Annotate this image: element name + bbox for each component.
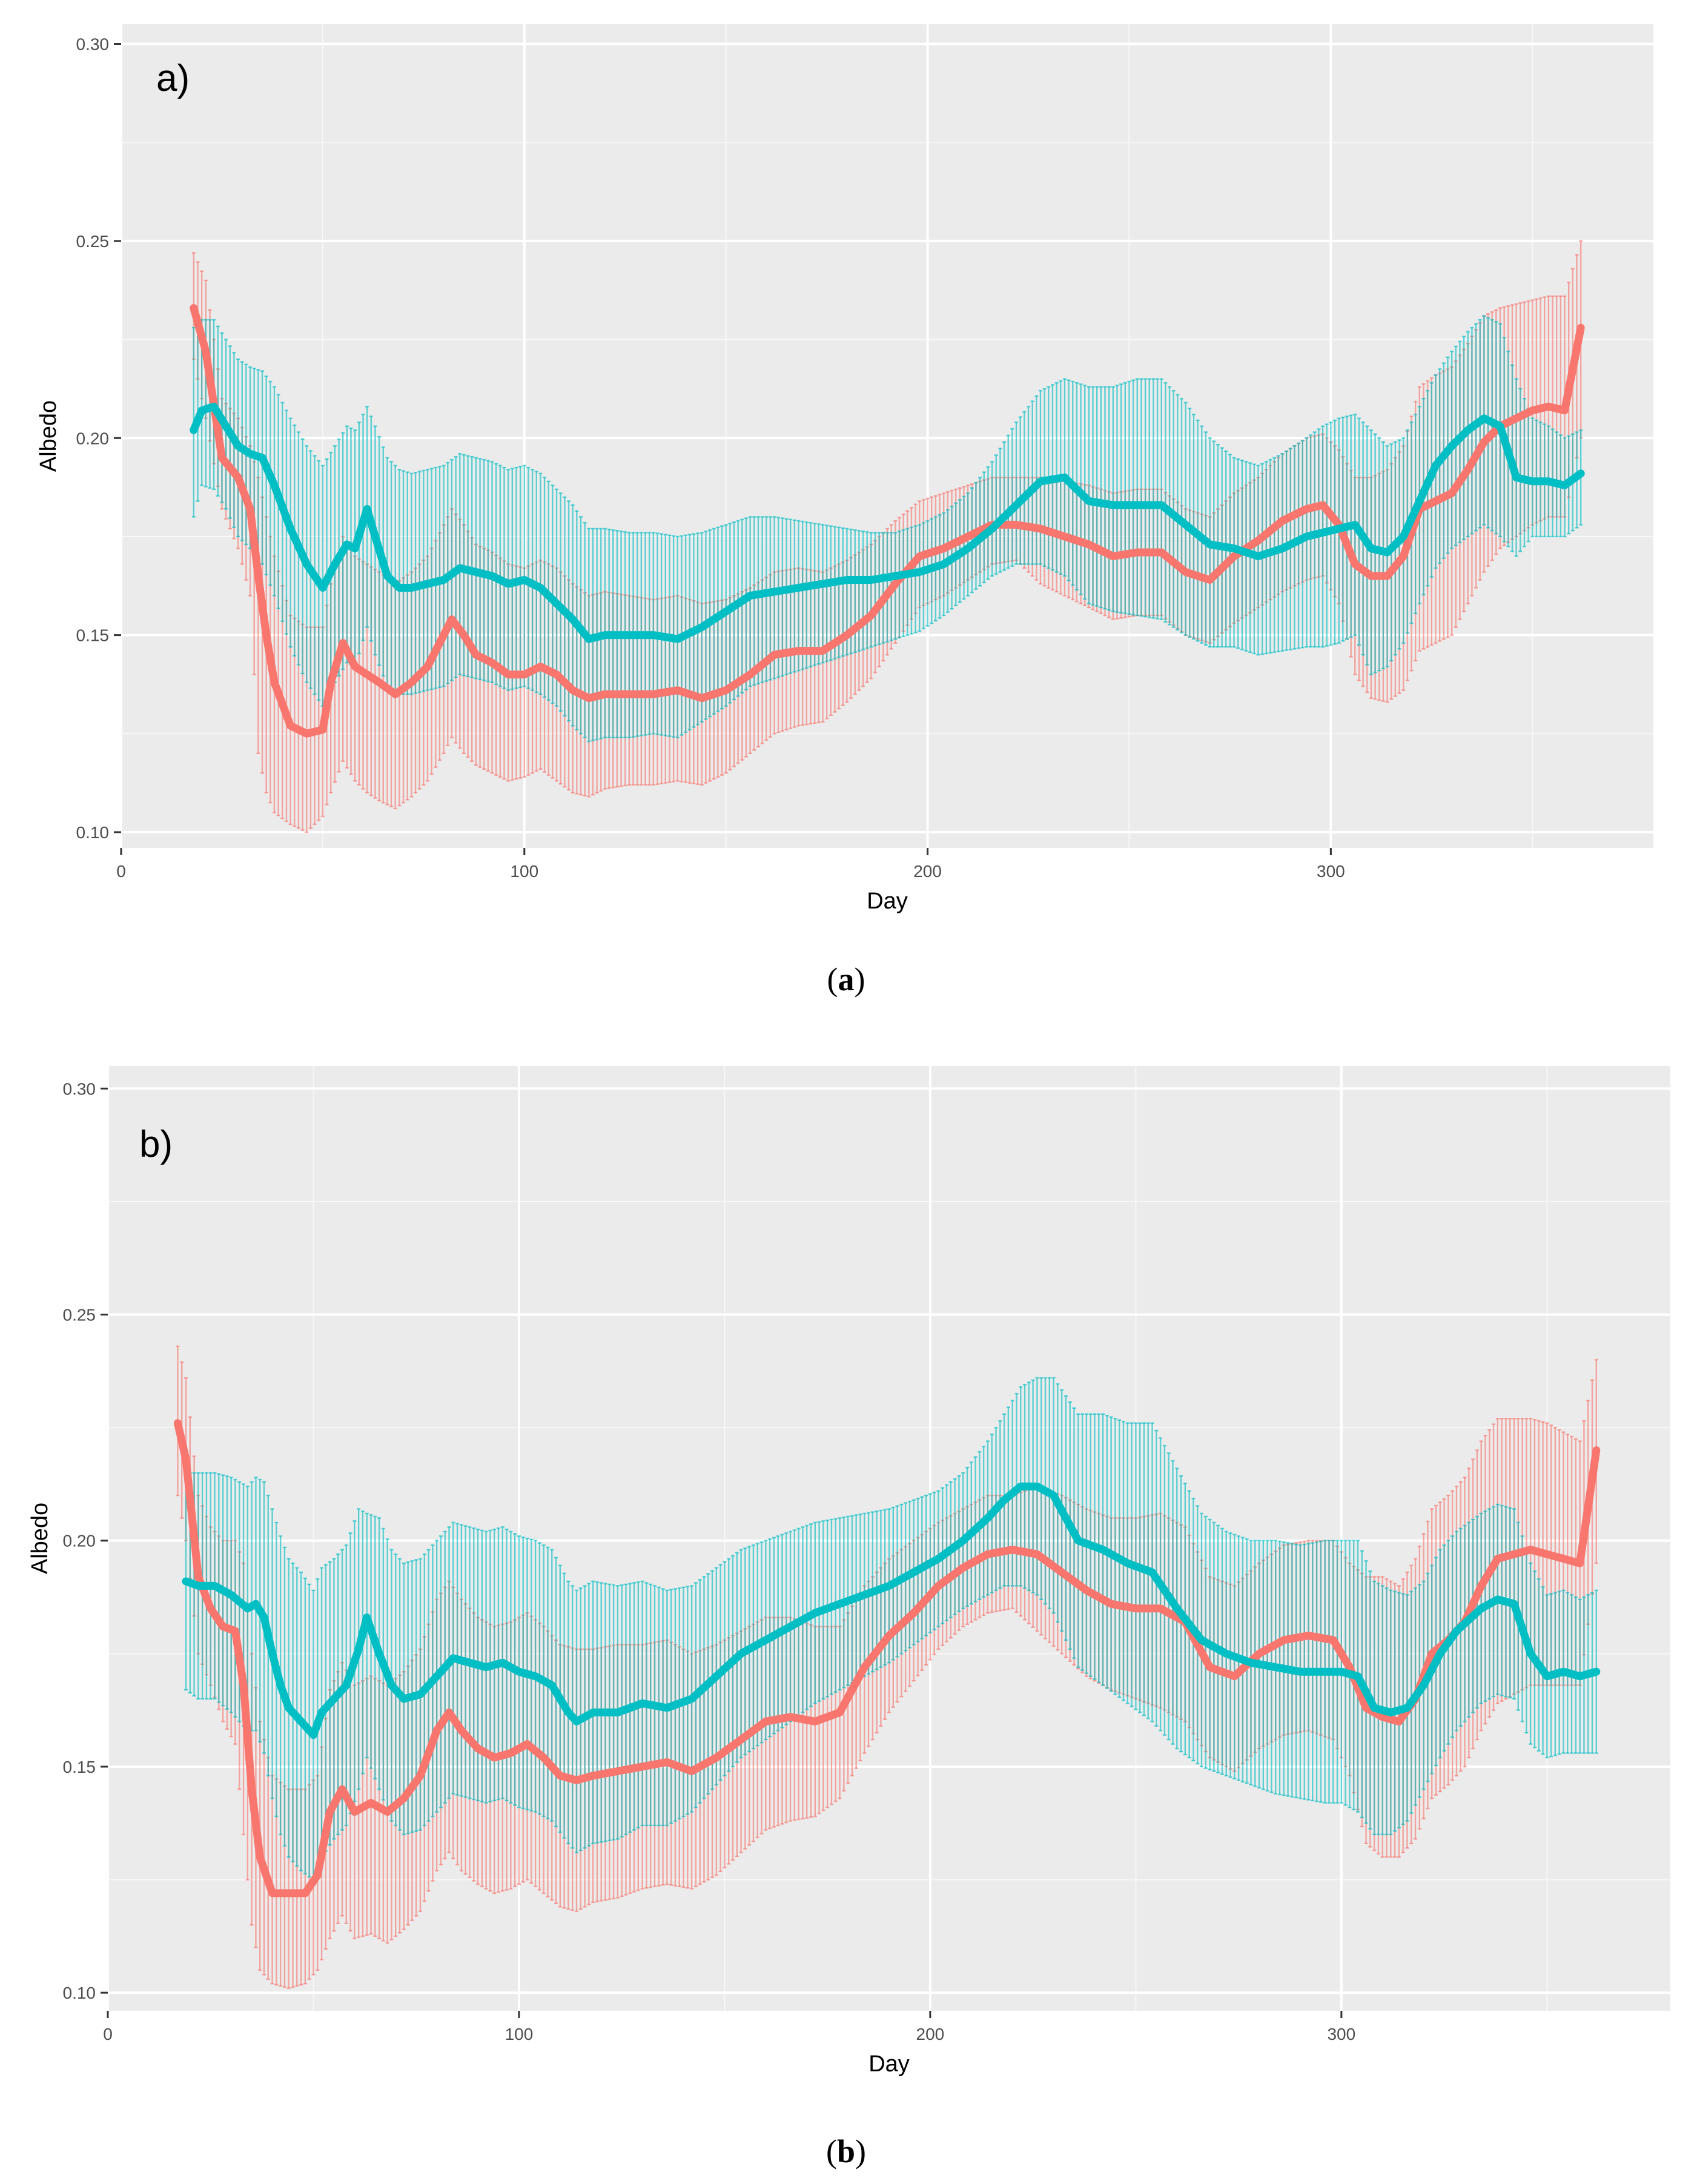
- panel-tag: b): [139, 1123, 173, 1165]
- caption-open: (: [827, 961, 838, 998]
- y-tick-label: 0.30: [63, 1079, 96, 1098]
- chart-panel-b: b) 0.10 0.15 0.20 0.25 0.30 0 100 200 300 Day A…: [27, 1066, 1670, 2077]
- y-tick-label: 0.20: [63, 1532, 96, 1550]
- mean-lines: [173, 1419, 1601, 1898]
- y-tick-label: 0.15: [63, 1758, 96, 1776]
- teal-series-line: [182, 1482, 1601, 1739]
- x-tick-label: 200: [916, 2025, 945, 2043]
- x-axis: 0 100 200 300: [116, 848, 1345, 881]
- caption-letter: a: [838, 961, 855, 998]
- y-tick-label: 0.10: [63, 1984, 96, 2002]
- chart-panel-a: a) 0.10 0.15 0.20 0.25 0.30 0 100 200 300 Day A…: [36, 24, 1653, 914]
- panel-tag: a): [156, 58, 190, 99]
- red-series-line: [190, 304, 1585, 738]
- x-tick-label: 100: [510, 862, 538, 881]
- y-axis: 0.10 0.15 0.20 0.25 0.30: [63, 1079, 108, 2002]
- x-tick-label: 0: [116, 862, 126, 881]
- caption-letter: b: [837, 2133, 855, 2169]
- mean-lines: [190, 304, 1585, 738]
- red-series-line: [173, 1419, 1601, 1898]
- x-tick-label: 300: [1327, 2025, 1355, 2043]
- caption-close: ): [855, 961, 865, 998]
- caption-close: ): [855, 2133, 866, 2169]
- y-tick-label: 0.20: [76, 429, 110, 448]
- x-axis: 0 100 200 300: [103, 2011, 1355, 2043]
- x-axis-title: Day: [868, 2051, 910, 2077]
- y-axis-title: Albedo: [27, 1503, 53, 1574]
- x-tick-label: 300: [1317, 862, 1345, 881]
- plot-background: [121, 24, 1653, 848]
- y-tick-label: 0.15: [76, 626, 110, 645]
- x-tick-label: 0: [103, 2025, 113, 2043]
- teal-series-line: [190, 402, 1585, 643]
- y-tick-label: 0.10: [76, 823, 110, 842]
- caption-a: (a): [827, 961, 865, 998]
- x-axis-title: Day: [867, 888, 908, 914]
- y-tick-label: 0.30: [76, 35, 110, 54]
- caption-b: (b): [826, 2133, 866, 2169]
- y-tick-label: 0.25: [76, 232, 110, 251]
- y-tick-label: 0.25: [63, 1306, 96, 1325]
- x-tick-label: 200: [913, 862, 942, 881]
- y-axis-title: Albedo: [36, 400, 61, 472]
- x-tick-label: 100: [505, 2025, 534, 2043]
- y-axis: 0.10 0.15 0.20 0.25 0.30: [76, 35, 121, 842]
- caption-open: (: [826, 2133, 837, 2169]
